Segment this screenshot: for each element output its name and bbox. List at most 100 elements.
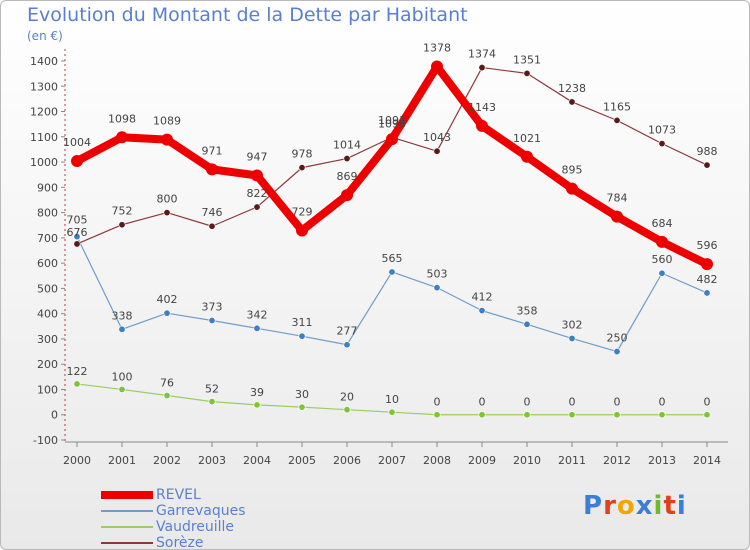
data-point xyxy=(523,320,531,328)
logo-letter: P xyxy=(583,491,604,521)
data-point xyxy=(73,240,81,248)
data-point xyxy=(658,411,666,419)
y-tick-label: 800 xyxy=(37,207,58,220)
y-tick-label: 700 xyxy=(37,232,58,245)
data-point xyxy=(703,411,711,419)
data-label: 311 xyxy=(292,316,313,329)
data-point xyxy=(253,203,261,211)
data-label: 978 xyxy=(292,148,313,161)
data-point xyxy=(163,309,171,317)
data-point xyxy=(478,307,486,315)
data-point xyxy=(206,163,218,176)
y-tick-label: 1000 xyxy=(30,156,58,169)
data-point xyxy=(298,403,306,411)
logo-letter: x xyxy=(635,491,654,521)
data-point xyxy=(208,222,216,230)
x-tick-label: 2000 xyxy=(63,454,91,467)
data-point xyxy=(613,348,621,356)
data-point xyxy=(433,284,441,292)
data-label: 869 xyxy=(337,170,358,183)
data-point xyxy=(431,60,443,73)
data-label: 1165 xyxy=(603,100,631,113)
data-point xyxy=(568,98,576,106)
data-point xyxy=(343,155,351,163)
data-label: 684 xyxy=(652,217,673,230)
data-point xyxy=(163,392,171,400)
x-tick-label: 2001 xyxy=(108,454,136,467)
data-point xyxy=(478,411,486,419)
data-label: 342 xyxy=(247,308,268,321)
data-label: 0 xyxy=(434,396,441,409)
data-label: 947 xyxy=(247,150,268,163)
data-label: 20 xyxy=(340,391,354,404)
data-label: 0 xyxy=(659,396,666,409)
data-label: 752 xyxy=(112,205,133,218)
data-point xyxy=(73,380,81,388)
data-label: 1238 xyxy=(558,82,586,95)
data-label: 0 xyxy=(524,396,531,409)
data-label: 100 xyxy=(112,370,133,383)
y-tick-label: 1200 xyxy=(30,106,58,119)
data-point xyxy=(253,401,261,409)
data-label: 1014 xyxy=(333,139,361,152)
data-point xyxy=(161,133,173,146)
data-point xyxy=(613,411,621,419)
x-tick-label: 2007 xyxy=(378,454,406,467)
legend-label: Vaudreuille xyxy=(156,519,235,535)
data-label: 705 xyxy=(67,214,88,227)
data-point xyxy=(476,119,488,132)
data-label: 277 xyxy=(337,325,358,338)
data-label: 822 xyxy=(247,187,268,200)
y-tick-label: 900 xyxy=(37,181,58,194)
data-label: 1091 xyxy=(378,114,406,127)
data-point xyxy=(118,385,126,393)
x-tick-label: 2009 xyxy=(468,454,496,467)
data-label: 250 xyxy=(607,332,628,345)
data-label: 895 xyxy=(562,164,583,177)
data-label: 10 xyxy=(385,393,399,406)
data-label: 1073 xyxy=(648,124,676,137)
data-label: 122 xyxy=(67,365,88,378)
x-tick-label: 2010 xyxy=(513,454,541,467)
data-point xyxy=(433,411,441,419)
data-point xyxy=(386,133,398,146)
series-line-revel xyxy=(75,62,709,268)
chart-unit: (en €) xyxy=(27,29,63,43)
x-tick-label: 2008 xyxy=(423,454,451,467)
proxiti-logo: Proxiti xyxy=(583,491,687,521)
data-label: 746 xyxy=(202,206,223,219)
data-point xyxy=(523,69,531,77)
data-label: 1098 xyxy=(108,112,136,125)
legend-swatch xyxy=(101,526,153,528)
logo-letter: r xyxy=(603,491,617,521)
data-point xyxy=(163,209,171,217)
x-tick-label: 2006 xyxy=(333,454,361,467)
data-label: 1043 xyxy=(423,131,451,144)
data-label: 402 xyxy=(157,293,178,306)
data-point xyxy=(656,235,668,248)
data-point xyxy=(388,268,396,276)
legend-swatch xyxy=(101,510,153,512)
data-label: 1374 xyxy=(468,48,496,61)
data-label: 971 xyxy=(202,144,223,157)
data-label: 1143 xyxy=(468,101,496,114)
data-point xyxy=(521,150,533,163)
x-tick-label: 2003 xyxy=(198,454,226,467)
data-point xyxy=(251,169,263,182)
data-point xyxy=(253,324,261,332)
data-label: 0 xyxy=(704,396,711,409)
x-tick-label: 2005 xyxy=(288,454,316,467)
data-label: 1021 xyxy=(513,132,541,145)
y-tick-label: 200 xyxy=(37,358,58,371)
data-label: 358 xyxy=(517,304,538,317)
y-tick-label: 1100 xyxy=(30,131,58,144)
data-point xyxy=(703,289,711,297)
data-point xyxy=(568,334,576,342)
data-point xyxy=(388,408,396,416)
data-label: 784 xyxy=(607,192,628,205)
y-tick-label: 1400 xyxy=(30,55,58,68)
data-point xyxy=(208,398,216,406)
data-label: 30 xyxy=(295,388,309,401)
legend-item: REVEL xyxy=(101,487,301,503)
